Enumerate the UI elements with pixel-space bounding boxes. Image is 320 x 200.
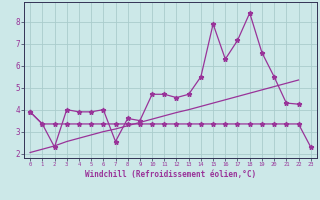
X-axis label: Windchill (Refroidissement éolien,°C): Windchill (Refroidissement éolien,°C) [85, 170, 256, 179]
